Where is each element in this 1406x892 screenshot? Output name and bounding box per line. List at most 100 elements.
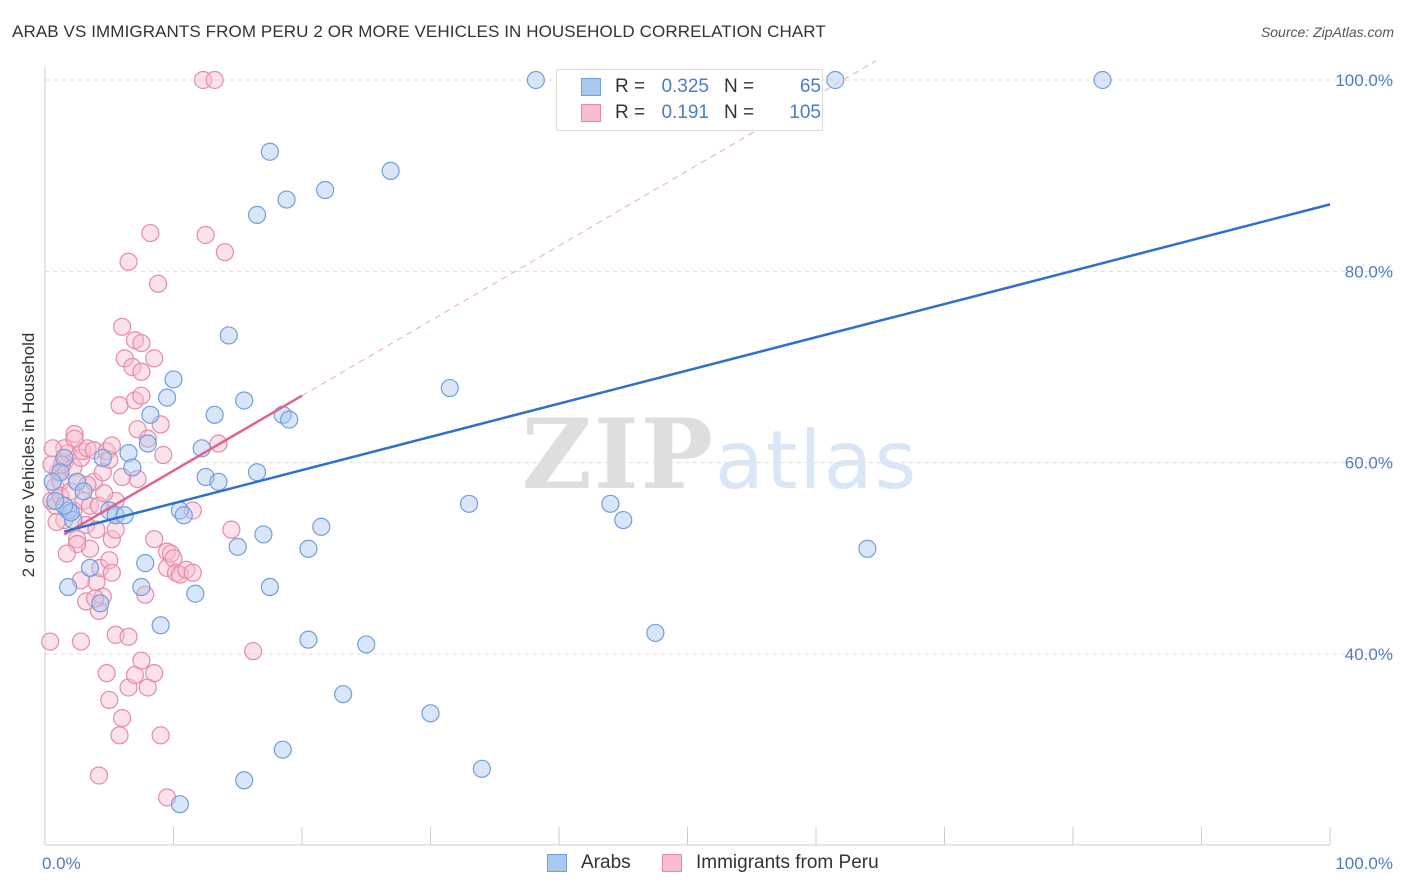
arabs-point — [59, 577, 78, 597]
arabs-point — [55, 448, 74, 467]
peru-point — [102, 530, 121, 549]
peru-point — [196, 225, 215, 245]
peru-trend-line — [63, 394, 303, 536]
arabs-point — [614, 510, 633, 530]
peru-point — [215, 243, 234, 262]
arabs-point — [526, 70, 545, 90]
watermark: ZIPatlas — [522, 398, 919, 511]
arabs-point — [91, 594, 110, 613]
series-arabs-points — [43, 70, 1112, 814]
peru-point — [68, 530, 87, 549]
arabs-point — [277, 190, 296, 209]
peru-point — [123, 357, 142, 377]
series-peru-points — [41, 70, 263, 807]
peru-point — [78, 439, 97, 458]
peru-swatch — [662, 854, 682, 872]
legend-n-value: 65 — [799, 76, 821, 97]
peru-point — [119, 252, 138, 271]
arabs-point — [68, 472, 87, 491]
arabs-point — [826, 70, 845, 90]
peru-point — [102, 436, 121, 455]
arabs-point — [205, 405, 224, 424]
tick-labels: 40.0% 60.0% 80.0% 100.0% 0.0% 100.0% — [42, 71, 1393, 873]
peru-point — [95, 484, 114, 503]
arabs-point — [209, 472, 228, 491]
arabs-trend-line — [63, 203, 1331, 533]
peru-point — [89, 766, 109, 785]
y-tick-label: 40.0% — [1345, 645, 1393, 664]
arabs-point — [254, 525, 273, 544]
arabs-point — [273, 740, 292, 759]
peru-point — [128, 469, 147, 489]
peru-point — [145, 349, 164, 368]
arabs-point — [186, 584, 205, 603]
legend-r-value: 0.191 — [661, 102, 709, 123]
peru-point — [132, 333, 151, 353]
arabs-point — [43, 472, 62, 491]
arabs-point — [601, 494, 620, 513]
arabs-point — [312, 517, 331, 536]
peru-point — [65, 424, 84, 444]
peru-point — [151, 726, 170, 745]
arabs-point — [646, 623, 665, 643]
arabs-point — [157, 388, 177, 407]
arabs-swatch — [581, 78, 601, 96]
x-tick-label: 100.0% — [1335, 854, 1393, 873]
axes — [44, 67, 1331, 846]
arabs-point — [235, 771, 254, 790]
arabs-swatch — [547, 854, 567, 872]
peru-point — [161, 544, 181, 563]
legend-r-label: R = — [615, 76, 646, 97]
arabs-point — [119, 444, 138, 463]
arabs-point — [136, 554, 155, 573]
peru-point — [154, 445, 173, 465]
arabs-point — [1093, 70, 1112, 90]
peru-point — [141, 223, 160, 243]
peru-point — [119, 627, 138, 646]
arabs-point — [260, 142, 279, 161]
peru-point — [97, 664, 116, 683]
arabs-point — [164, 370, 183, 389]
peru-point — [145, 664, 164, 683]
arabs-point — [61, 503, 80, 522]
grid — [45, 79, 1395, 655]
peru-point — [183, 501, 202, 520]
peru-point — [112, 708, 132, 728]
arabs-point — [132, 577, 151, 597]
arabs-point — [472, 759, 491, 778]
legend-r-label: R = — [615, 102, 646, 123]
peru-point — [222, 520, 241, 539]
arabs-point — [260, 577, 279, 597]
peru-point — [102, 563, 121, 582]
y-tick-label: 60.0% — [1345, 454, 1393, 473]
peru-point — [71, 632, 91, 651]
arabs-point — [299, 539, 318, 558]
peru-point — [57, 544, 76, 563]
peru-point — [148, 274, 168, 293]
arabs-point — [235, 391, 254, 410]
arabs-point — [123, 458, 142, 477]
legend-r-value: 0.325 — [661, 76, 709, 97]
arabs-point — [247, 205, 267, 224]
peru-point — [110, 396, 129, 415]
stats-legend: R = 0.325 N = 65 R = 0.191 N = 105 — [556, 69, 823, 131]
peru-point — [100, 450, 119, 469]
arabs-point — [93, 448, 112, 467]
peru-point — [100, 690, 119, 710]
legend-n-value: 105 — [789, 102, 821, 123]
series-legend: Arabs Immigrants from Peru — [0, 852, 1406, 878]
watermark-zip: ZIP — [522, 398, 715, 511]
legend-n-label: N = — [724, 76, 755, 97]
arabs-point — [170, 795, 190, 814]
peru-swatch — [581, 104, 601, 122]
arabs-point — [46, 491, 65, 511]
arabs-point — [247, 463, 267, 482]
legend-label-arabs: Arabs — [581, 852, 631, 873]
peru-point — [110, 726, 129, 745]
peru-point — [138, 429, 157, 448]
peru-point — [164, 549, 183, 568]
arabs-point — [459, 494, 479, 513]
arabs-point — [51, 463, 70, 482]
x-tick-label: 0.0% — [42, 854, 81, 873]
